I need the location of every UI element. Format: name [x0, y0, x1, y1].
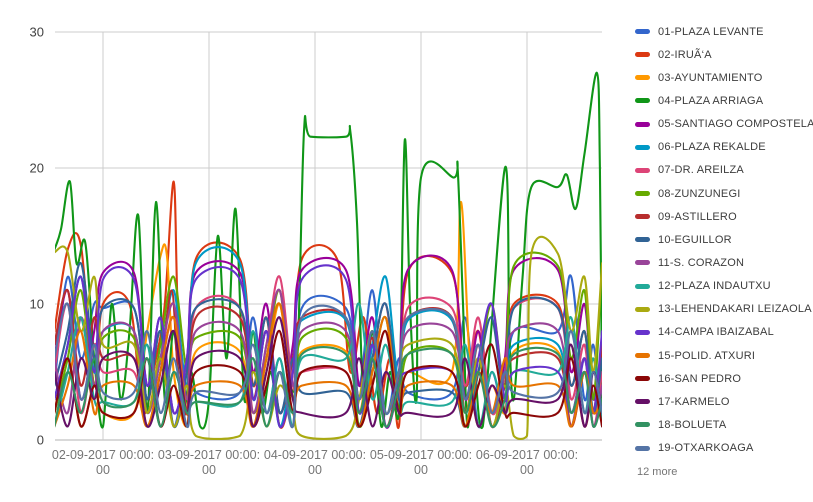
legend-label: 05-SANTIAGO COMPOSTELA	[658, 118, 813, 131]
legend-swatch-icon	[635, 422, 650, 428]
legend-label: 11-S. CORAZON	[658, 256, 745, 269]
series-line-17-KARMELO[interactable]	[54, 316, 602, 428]
legend-item-11-S. CORAZON[interactable]: 11-S. CORAZON	[635, 251, 811, 274]
legend-swatch-icon	[635, 144, 650, 150]
legend-label: 02-IRUÃ‘A	[658, 48, 712, 61]
legend-label: 09-ASTILLERO	[658, 210, 737, 223]
legend-swatch-icon	[635, 29, 650, 35]
legend-item-14-CAMPA IBAIZABAL[interactable]: 14-CAMPA IBAIZABAL	[635, 321, 811, 344]
legend-label: 06-PLAZA REKALDE	[658, 141, 766, 154]
legend-label: 17-KARMELO	[658, 395, 730, 408]
legend-swatch-icon	[635, 283, 650, 289]
legend-swatch-icon	[635, 214, 650, 220]
x-axis-label: 06-09-2017 00:00: 00	[476, 448, 578, 477]
legend-item-02-IRUÃ‘A[interactable]: 02-IRUÃ‘A	[635, 43, 811, 66]
series-line-14-CAMPA IBAIZABAL[interactable]	[54, 264, 602, 429]
legend-label: 07-DR. AREILZA	[658, 164, 744, 177]
legend-swatch-icon	[635, 353, 650, 359]
series-line-19-OTXARKOAGA[interactable]	[54, 302, 602, 429]
chart-legend: 01-PLAZA LEVANTE 02-IRUÃ‘A 03-AYUNTAMIENTO…	[635, 20, 813, 478]
y-axis-label: 30	[30, 25, 44, 40]
legend-label: 18-BOLUETA	[658, 418, 727, 431]
legend-label: 15-POLID. ATXURI	[658, 349, 756, 362]
legend-label: 19-OTXARKOAGA	[658, 442, 754, 455]
legend-item-13-LEHENDAKARI LEIZAOLA[interactable]: 13-LEHENDAKARI LEIZAOLA	[635, 298, 812, 321]
legend-item-01-PLAZA LEVANTE[interactable]: 01-PLAZA LEVANTE	[635, 20, 811, 43]
legend-swatch-icon	[635, 52, 650, 58]
legend-swatch-icon	[635, 98, 650, 104]
legend-item-16-SAN PEDRO[interactable]: 16-SAN PEDRO	[635, 367, 811, 390]
legend-swatch-icon	[635, 399, 650, 405]
legend-item-05-SANTIAGO COMPOSTELA[interactable]: 05-SANTIAGO COMPOSTELA	[635, 113, 813, 136]
legend-swatch-icon	[635, 445, 650, 451]
x-axis-label: 03-09-2017 00:00: 00	[158, 448, 260, 477]
legend-item-15-POLID. ATXURI[interactable]: 15-POLID. ATXURI	[635, 344, 811, 367]
legend-item-09-ASTILLERO[interactable]: 09-ASTILLERO	[635, 205, 811, 228]
x-axis-label: 05-09-2017 00:00: 00	[370, 448, 472, 477]
legend-item-04-PLAZA ARRIAGA[interactable]: 04-PLAZA ARRIAGA	[635, 89, 811, 112]
legend-swatch-icon	[635, 306, 650, 312]
legend-swatch-icon	[635, 167, 650, 173]
legend-label: 01-PLAZA LEVANTE	[658, 25, 764, 38]
legend-item-10-EGUILLOR[interactable]: 10-EGUILLOR	[635, 228, 811, 251]
legend-swatch-icon	[635, 329, 650, 335]
legend-label: 12-PLAZA INDAUTXU	[658, 280, 771, 293]
legend-swatch-icon	[635, 75, 650, 81]
legend-item-06-PLAZA REKALDE[interactable]: 06-PLAZA REKALDE	[635, 136, 811, 159]
legend-item-03-AYUNTAMIENTO[interactable]: 03-AYUNTAMIENTO	[635, 66, 811, 89]
legend-label: 03-AYUNTAMIENTO	[658, 71, 763, 84]
series-line-13-LEHENDAKARI LEIZAOLA[interactable]	[54, 235, 602, 441]
legend-swatch-icon	[635, 191, 650, 197]
legend-swatch-icon	[635, 237, 650, 243]
y-axis-label: 20	[30, 161, 44, 176]
series-line-04-PLAZA ARRIAGA[interactable]	[54, 71, 602, 430]
legend-more-link[interactable]: 12 more	[637, 465, 678, 478]
legend-swatch-icon	[635, 260, 650, 266]
legend-swatch-icon	[635, 376, 650, 382]
x-axis-label: 02-09-2017 00:00: 00	[52, 448, 154, 477]
legend-label: 13-LEHENDAKARI LEIZAOLA	[658, 303, 812, 316]
legend-item-17-KARMELO[interactable]: 17-KARMELO	[635, 390, 811, 413]
y-axis-label: 0	[37, 433, 44, 448]
series-line-15-POLID. ATXURI[interactable]	[54, 302, 602, 428]
legend-swatch-icon	[635, 121, 650, 127]
legend-label: 04-PLAZA ARRIAGA	[658, 94, 764, 107]
legend-label: 14-CAMPA IBAIZABAL	[658, 326, 774, 339]
x-axis-label: 04-09-2017 00:00: 00	[264, 448, 366, 477]
legend-label: 16-SAN PEDRO	[658, 372, 742, 385]
legend-item-07-DR. AREILZA[interactable]: 07-DR. AREILZA	[635, 159, 811, 182]
y-axis-label: 10	[30, 297, 44, 312]
legend-label: 08-ZUNZUNEGI	[658, 187, 741, 200]
legend-label: 10-EGUILLOR	[658, 233, 732, 246]
legend-item-19-OTXARKOAGA[interactable]: 19-OTXARKOAGA	[635, 437, 811, 460]
legend-item-18-BOLUETA[interactable]: 18-BOLUETA	[635, 413, 811, 436]
legend-item-12-PLAZA INDAUTXU[interactable]: 12-PLAZA INDAUTXU	[635, 275, 811, 298]
legend-item-08-ZUNZUNEGI[interactable]: 08-ZUNZUNEGI	[635, 182, 811, 205]
